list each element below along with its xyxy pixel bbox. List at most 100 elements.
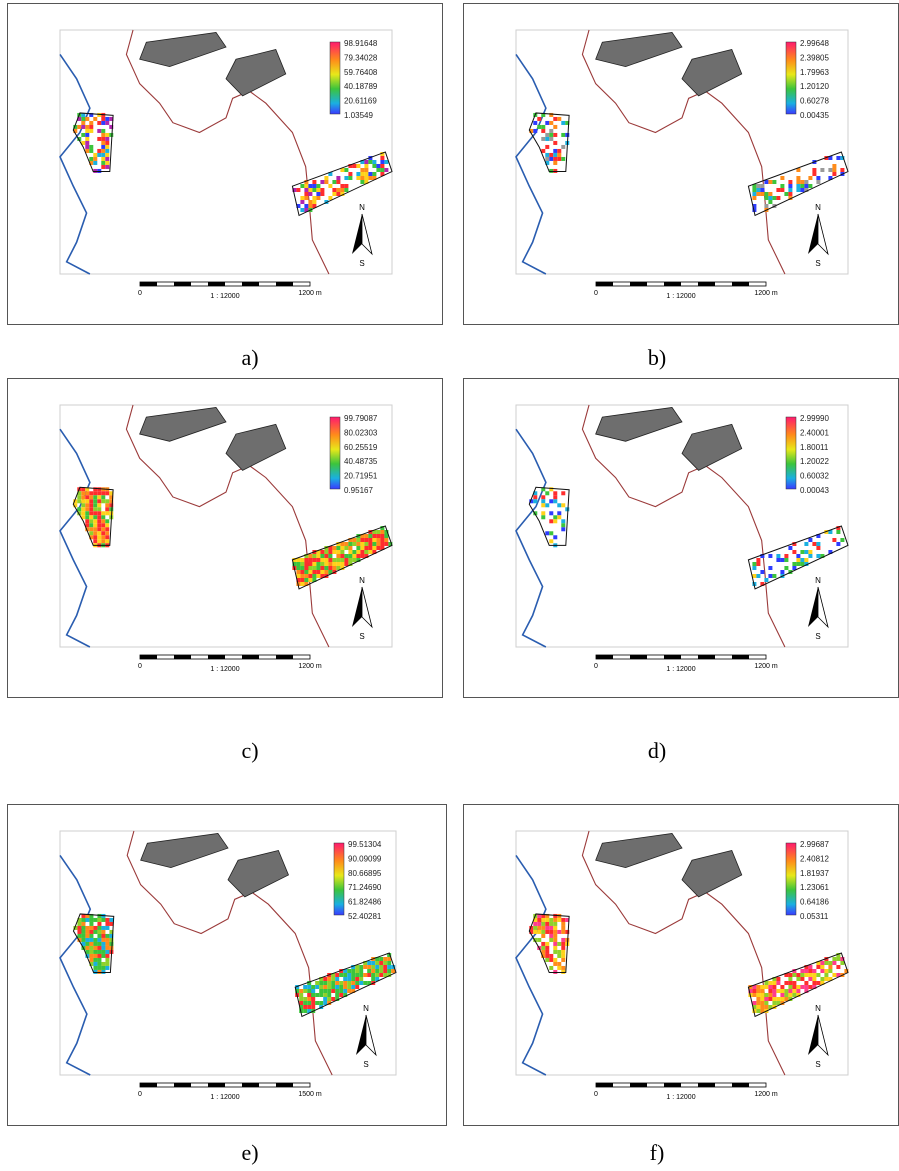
raster-cell — [760, 985, 765, 989]
raster-cell — [89, 507, 94, 512]
raster-cell — [364, 542, 369, 546]
raster-cell — [800, 562, 805, 566]
raster-cell — [97, 148, 102, 153]
raster-cell — [308, 188, 313, 192]
legend-value: 80.66895 — [348, 869, 382, 878]
raster-cell — [295, 985, 300, 989]
raster-cell — [85, 523, 90, 528]
raster-cell — [387, 965, 392, 969]
raster-cell — [89, 128, 94, 133]
raster-cell — [343, 977, 348, 981]
raster-cell — [380, 160, 385, 164]
raster-cell — [93, 531, 98, 536]
raster-cell — [545, 503, 550, 508]
scale-segment — [140, 282, 157, 286]
raster-cell — [97, 953, 102, 958]
building-1 — [595, 32, 683, 68]
raster-cell — [332, 562, 337, 566]
raster-cell — [788, 985, 793, 989]
raster-cell — [537, 917, 542, 922]
raster-cell — [541, 941, 546, 946]
raster-cell — [351, 973, 356, 977]
raster-cell — [360, 550, 365, 554]
raster-cell — [340, 188, 345, 192]
color-legend: 2.99687 2.40812 1.81937 1.23061 0.64186 0.053… — [785, 840, 829, 921]
raster-cell — [360, 168, 365, 172]
raster-cell — [300, 208, 305, 212]
raster-cell — [764, 1001, 769, 1005]
raster-cell — [81, 937, 86, 942]
raster-cell — [89, 515, 94, 520]
raster-cell — [97, 136, 102, 141]
map-f: 2.99687 2.40812 1.81937 1.23061 0.64186 0.053… — [515, 830, 849, 1101]
raster-cell — [348, 558, 353, 562]
plot-outline — [747, 525, 849, 590]
raster-cell — [372, 176, 377, 180]
raster-cell — [93, 503, 98, 508]
raster-cell — [304, 208, 309, 212]
raster-cell — [832, 164, 837, 168]
raster-cell — [339, 973, 344, 977]
raster-cell — [316, 188, 321, 192]
raster-cell — [800, 550, 805, 554]
raster-cell — [105, 148, 110, 153]
raster-cell — [816, 973, 821, 977]
legend-colorbar — [785, 842, 797, 916]
map-b: 2.99648 2.39805 1.79963 1.20120 0.60278 0.004… — [515, 29, 849, 300]
raster-cell — [316, 196, 321, 200]
raster-cell — [320, 554, 325, 558]
raster-cell — [316, 570, 321, 574]
raster-cell — [816, 981, 821, 985]
raster-cell — [93, 917, 98, 922]
raster-cell — [557, 953, 562, 958]
raster-cell — [355, 969, 360, 973]
raster-cell — [81, 124, 86, 129]
raster-cell — [808, 184, 813, 188]
raster-cell — [364, 160, 369, 164]
raster-cell — [808, 554, 813, 558]
raster-cell — [549, 152, 554, 157]
legend-value: 1.23061 — [800, 883, 829, 892]
raster-cell — [300, 566, 305, 570]
prediction-plot-1 — [528, 486, 570, 548]
raster-cell — [368, 546, 373, 550]
raster-cell — [380, 534, 385, 538]
raster-cell — [105, 937, 110, 942]
raster-cell — [93, 965, 98, 970]
raster-cell — [756, 989, 761, 993]
raster-cell — [824, 961, 829, 965]
raster-cell — [105, 917, 110, 922]
raster-cell — [77, 921, 82, 926]
raster-cell — [327, 977, 332, 981]
raster-cell — [776, 981, 781, 985]
raster-cell — [97, 949, 102, 954]
raster-cell — [557, 917, 562, 922]
raster-cell — [537, 937, 542, 942]
raster-cell — [780, 997, 785, 1001]
raster-cell — [77, 917, 82, 922]
raster-cell — [105, 164, 110, 169]
scale-ratio: 1 : 12000 — [666, 1094, 695, 1101]
raster-cell — [796, 168, 801, 172]
legend-value: 1.03549 — [344, 111, 373, 120]
raster-cell — [549, 112, 554, 117]
raster-cell — [105, 941, 110, 946]
raster-cell — [541, 929, 546, 934]
raster-cell — [85, 515, 90, 520]
raster-cell — [336, 542, 341, 546]
scale-start: 0 — [138, 663, 142, 670]
raster-cell — [109, 132, 114, 137]
raster-cell — [101, 953, 106, 958]
raster-cell — [816, 961, 821, 965]
raster-cell — [376, 546, 381, 550]
raster-cell — [97, 957, 102, 962]
raster-cell — [808, 973, 813, 977]
raster-cell — [335, 981, 340, 985]
scale-segment — [664, 655, 681, 659]
raster-cell — [320, 562, 325, 566]
building-2 — [681, 49, 743, 97]
raster-cell — [541, 913, 546, 918]
raster-cell — [375, 977, 380, 981]
raster-cell — [303, 1001, 308, 1005]
raster-cell — [800, 973, 805, 977]
